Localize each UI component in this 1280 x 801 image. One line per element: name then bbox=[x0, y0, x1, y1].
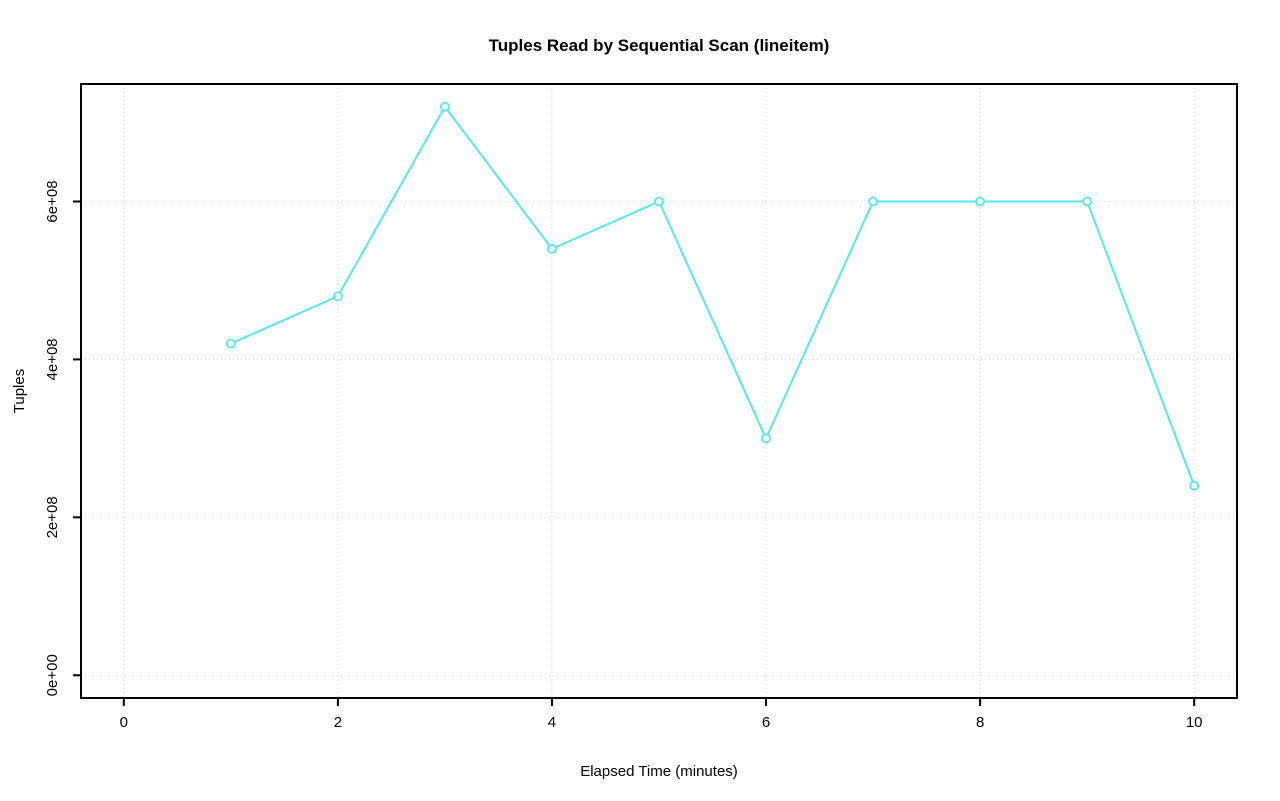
data-point bbox=[440, 101, 450, 112]
x-axis-label: Elapsed Time (minutes) bbox=[580, 763, 738, 780]
y-axis-label: Tuples bbox=[11, 369, 28, 413]
data-point bbox=[1082, 196, 1093, 207]
data-point bbox=[225, 338, 236, 349]
data-point bbox=[654, 196, 664, 207]
x-tick-label: 0 bbox=[120, 714, 128, 731]
plot-box bbox=[80, 83, 1238, 699]
data-point bbox=[332, 291, 343, 302]
y-tick-label: 6e+08 bbox=[44, 180, 61, 222]
y-tick-label: 0e+00 bbox=[44, 654, 61, 696]
y-tick-label: 4e+08 bbox=[44, 338, 61, 380]
data-point bbox=[547, 243, 557, 254]
x-tick-label: 6 bbox=[762, 714, 770, 731]
plot-generated: 0 2 4 6 8 10 0e+00 2e+08 4e+08 6e+08 bbox=[44, 83, 1238, 731]
chart-title: Tuples Read by Sequential Scan (lineitem… bbox=[489, 36, 830, 55]
x-tick-label: 2 bbox=[334, 714, 342, 731]
y-tick-label: 2e+08 bbox=[44, 496, 61, 538]
data-point bbox=[975, 196, 986, 207]
x-tick-label: 8 bbox=[976, 714, 984, 731]
data-point bbox=[1189, 480, 1200, 491]
series-line bbox=[229, 105, 1196, 487]
data-point bbox=[761, 433, 771, 444]
x-tick-label: 4 bbox=[548, 714, 556, 731]
x-tick-label: 10 bbox=[1186, 714, 1203, 731]
data-point bbox=[868, 196, 878, 207]
